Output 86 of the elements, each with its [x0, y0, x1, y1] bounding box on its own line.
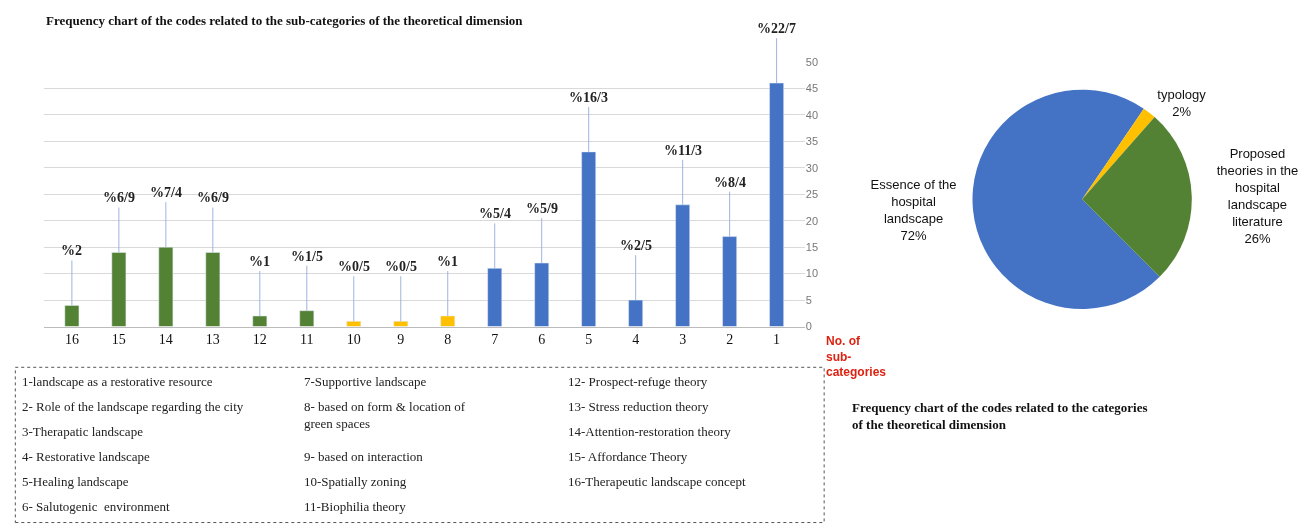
bar	[346, 321, 362, 327]
chart-title: Frequency chart of the codes related to the sub-categories of the theoretical dimension	[46, 13, 524, 28]
text: 10-Spatially zoning	[304, 474, 407, 489]
annotation: %7/4	[150, 185, 182, 200]
annotation: %5/9	[526, 201, 558, 216]
text: 4- Restorative landscape	[22, 449, 151, 464]
x-tick-label: 7	[491, 332, 499, 348]
y-tick-label: 10	[805, 267, 819, 280]
bar	[393, 321, 409, 327]
x-tick-label: 5	[585, 332, 593, 348]
y-tick-label: 50	[805, 55, 819, 68]
annotation: %16/3	[569, 90, 608, 105]
x-tick-label: 12	[252, 332, 267, 348]
x-tick-label: 3	[679, 332, 687, 348]
bar	[111, 252, 127, 327]
x-tick-label: 11	[300, 332, 314, 348]
text: 1-landscape as a restorative resource	[22, 374, 213, 389]
text: 16-Therapeutic landscape concept	[568, 474, 746, 489]
x-tick-label: 10	[346, 332, 361, 348]
annotation: %2	[61, 243, 82, 258]
bar	[487, 268, 503, 327]
y-tick-label: 40	[805, 108, 819, 121]
y-tick-label: 0	[805, 320, 812, 333]
bar	[675, 204, 690, 327]
bar	[299, 310, 315, 327]
annotation: %8/4	[714, 175, 746, 190]
slice-label: Essence of the hospital landscape	[870, 177, 957, 226]
bar	[628, 299, 643, 327]
x-tick-label: 8	[444, 332, 452, 348]
annotation: %11/3	[664, 143, 703, 158]
text: 15- Affordance Theory	[568, 449, 688, 464]
bar	[205, 252, 221, 327]
data-label: 2%	[1172, 103, 1192, 119]
y-tick-label: 20	[805, 214, 819, 227]
text: 7-Supportive landscape	[304, 374, 427, 389]
x-axis-title: No. of sub-categories	[826, 334, 887, 380]
data-label: 26%	[1244, 230, 1271, 246]
y-tick-label: 15	[805, 241, 819, 254]
text: 11-Biophilia theory	[304, 499, 407, 514]
text: 8- based on form & location of green spaces	[304, 399, 466, 431]
x-tick-label: 16	[64, 332, 79, 348]
x-tick-label: 13	[205, 332, 220, 348]
x-tick-label: 6	[538, 332, 546, 348]
bar	[534, 262, 549, 327]
bar	[440, 315, 456, 327]
pie-slice	[1082, 108, 1155, 200]
annotation: %6/9	[103, 190, 135, 205]
x-tick-label: 15	[111, 332, 126, 348]
pie-slice	[1082, 117, 1192, 277]
annotation: %22/7	[757, 21, 796, 36]
bar	[722, 236, 737, 327]
data-label: 72%	[900, 227, 928, 243]
slice-label: typology	[1157, 86, 1207, 102]
text: Frequency chart of the codes related to the categories of the theoretical dimension	[852, 400, 1148, 432]
annotation: %1	[437, 254, 458, 269]
text: 3-Therapatic landscape	[22, 424, 144, 439]
text: 13- Stress reduction theory	[568, 399, 709, 414]
text: 14-Attention-restoration theory	[568, 424, 732, 439]
bar	[64, 305, 80, 327]
text: 9- based on interaction	[304, 449, 424, 464]
text: 12- Prospect-refuge theory	[568, 374, 708, 389]
annotation: %1	[249, 254, 270, 269]
annotation: %0/5	[385, 259, 417, 274]
y-tick-label: 30	[805, 161, 819, 174]
y-tick-label: 25	[805, 188, 819, 201]
annotation: %2/5	[620, 238, 652, 253]
x-tick-label: 14	[158, 332, 173, 348]
text: 6- Salutogenic environment	[22, 499, 171, 514]
bar	[158, 246, 174, 327]
x-tick-label: 4	[632, 332, 640, 348]
text: 5-Healing landscape	[22, 474, 129, 489]
annotation: %1/5	[291, 249, 323, 264]
bar	[581, 151, 596, 327]
y-tick-label: 5	[805, 293, 812, 306]
annotation: %5/4	[479, 206, 511, 221]
slice-label: Proposed theories in the hospital landscape literature	[1216, 146, 1299, 229]
annotation: %0/5	[338, 259, 370, 274]
y-tick-label: 35	[805, 135, 819, 148]
bar	[252, 315, 268, 327]
x-tick-label: 9	[397, 332, 405, 348]
x-tick-label: 1	[773, 332, 781, 348]
x-tick-label: 2	[726, 332, 734, 348]
text: 2- Role of the landscape regarding the city	[22, 399, 244, 414]
y-tick-label: 45	[805, 82, 819, 95]
annotation: %6/9	[197, 190, 229, 205]
bar	[769, 82, 784, 327]
